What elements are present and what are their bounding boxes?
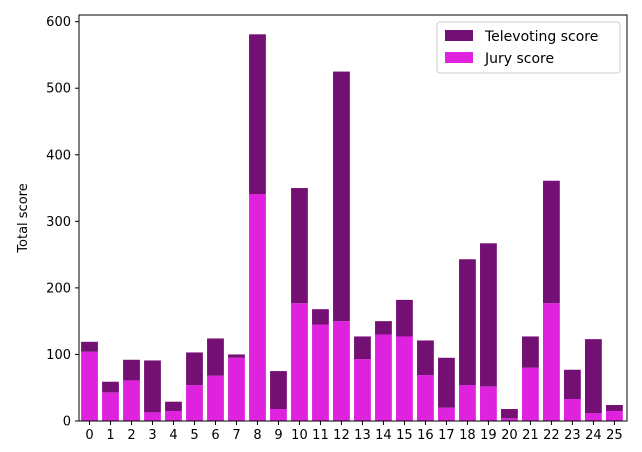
x-tick-label-8: 8 xyxy=(253,428,261,443)
bar-televoting-3 xyxy=(144,360,161,413)
bar-jury-23 xyxy=(564,399,581,421)
x-tick-label-11: 11 xyxy=(312,428,329,443)
x-tick-label-2: 2 xyxy=(127,428,135,443)
bar-televoting-24 xyxy=(585,339,602,414)
bar-jury-13 xyxy=(354,359,371,421)
legend-box xyxy=(436,21,621,74)
bar-jury-17 xyxy=(438,407,455,421)
x-axis-ticks: 0 1 2 3 4 5 6 7 8 9 10 11 12 13 14 15 16 17 18 19 20 21 22 23 24… xyxy=(85,421,623,443)
bar-jury-15 xyxy=(396,336,413,421)
bar-televoting-2 xyxy=(123,359,140,381)
x-tick-label-20: 20 xyxy=(501,428,518,443)
legend: Televoting score Jury score xyxy=(436,21,621,74)
bar-televoting-6 xyxy=(207,338,224,376)
bar-jury-16 xyxy=(417,375,434,421)
x-tick-label-21: 21 xyxy=(522,428,539,443)
legend-label-jury: Jury score xyxy=(484,51,554,67)
bar-televoting-1 xyxy=(102,381,119,393)
bar-televoting-9 xyxy=(270,371,287,410)
bar-jury-1 xyxy=(102,392,119,421)
x-tick-label-17: 17 xyxy=(438,428,455,443)
bar-jury-22 xyxy=(543,303,560,421)
bar-jury-0 xyxy=(81,351,98,421)
bar-jury-18 xyxy=(459,385,476,421)
y-tick-label-300: 300 xyxy=(46,215,71,230)
bar-jury-21 xyxy=(522,367,539,421)
y-tick-label-600: 600 xyxy=(46,15,71,30)
bar-jury-19 xyxy=(480,386,497,421)
x-tick-label-19: 19 xyxy=(480,428,497,443)
x-tick-label-14: 14 xyxy=(375,428,392,443)
y-axis-label: Total score xyxy=(16,183,31,253)
legend-swatch-televoting xyxy=(445,30,473,41)
bar-jury-8 xyxy=(249,194,266,421)
bar-televoting-20 xyxy=(501,409,518,419)
x-tick-label-7: 7 xyxy=(232,428,240,443)
bar-jury-12 xyxy=(333,321,350,421)
y-tick-label-500: 500 xyxy=(46,82,71,97)
bar-televoting-25 xyxy=(606,405,623,412)
y-tick-label-100: 100 xyxy=(46,348,71,363)
bar-jury-2 xyxy=(123,380,140,421)
x-tick-label-24: 24 xyxy=(585,428,602,443)
legend-swatch-jury xyxy=(445,52,473,63)
bar-televoting-7 xyxy=(228,354,245,358)
bar-jury-24 xyxy=(585,413,602,421)
bar-jury-7 xyxy=(228,357,245,421)
bar-jury-9 xyxy=(270,409,287,421)
x-tick-label-18: 18 xyxy=(459,428,476,443)
bar-televoting-12 xyxy=(333,71,350,322)
x-tick-label-1: 1 xyxy=(106,428,114,443)
bar-televoting-16 xyxy=(417,340,434,376)
bar-televoting-11 xyxy=(312,309,329,325)
x-tick-label-9: 9 xyxy=(274,428,282,443)
bar-televoting-0 xyxy=(81,341,98,352)
bar-televoting-18 xyxy=(459,259,476,386)
y-tick-label-400: 400 xyxy=(46,148,71,163)
x-tick-label-12: 12 xyxy=(333,428,350,443)
bar-televoting-17 xyxy=(438,357,455,408)
x-tick-label-22: 22 xyxy=(543,428,560,443)
x-tick-label-10: 10 xyxy=(291,428,308,443)
bar-televoting-14 xyxy=(375,321,392,335)
bar-televoting-10 xyxy=(291,188,308,304)
bar-televoting-8 xyxy=(249,34,266,195)
x-tick-label-0: 0 xyxy=(85,428,93,443)
bar-televoting-22 xyxy=(543,180,560,304)
plot-border xyxy=(78,14,628,422)
bar-televoting-13 xyxy=(354,336,371,360)
x-tick-label-3: 3 xyxy=(148,428,156,443)
x-tick-label-13: 13 xyxy=(354,428,371,443)
bar-televoting-15 xyxy=(396,299,413,337)
bars-layer xyxy=(81,34,623,421)
y-tick-label-0: 0 xyxy=(63,415,71,430)
bar-jury-25 xyxy=(606,411,623,421)
x-tick-label-6: 6 xyxy=(211,428,219,443)
x-tick-label-4: 4 xyxy=(169,428,177,443)
bar-televoting-4 xyxy=(165,401,182,412)
bar-jury-10 xyxy=(291,303,308,421)
x-tick-label-5: 5 xyxy=(190,428,198,443)
y-tick-label-200: 200 xyxy=(46,281,71,296)
x-tick-label-15: 15 xyxy=(396,428,413,443)
bar-televoting-19 xyxy=(480,243,497,387)
plot-frame xyxy=(78,14,628,422)
bar-jury-20 xyxy=(501,418,518,421)
x-tick-label-23: 23 xyxy=(564,428,581,443)
x-tick-label-25: 25 xyxy=(606,428,623,443)
bar-televoting-5 xyxy=(186,352,203,386)
bar-jury-6 xyxy=(207,375,224,421)
legend-label-televoting: Televoting score xyxy=(484,29,598,45)
bar-jury-4 xyxy=(165,411,182,421)
y-axis-ticks: 0 100 200 300 400 500 600 xyxy=(46,15,79,430)
bar-televoting-23 xyxy=(564,369,581,400)
bar-jury-11 xyxy=(312,324,329,421)
bar-jury-5 xyxy=(186,385,203,421)
bar-televoting-21 xyxy=(522,336,539,368)
bar-jury-3 xyxy=(144,412,161,421)
bar-jury-14 xyxy=(375,334,392,421)
x-tick-label-16: 16 xyxy=(417,428,434,443)
